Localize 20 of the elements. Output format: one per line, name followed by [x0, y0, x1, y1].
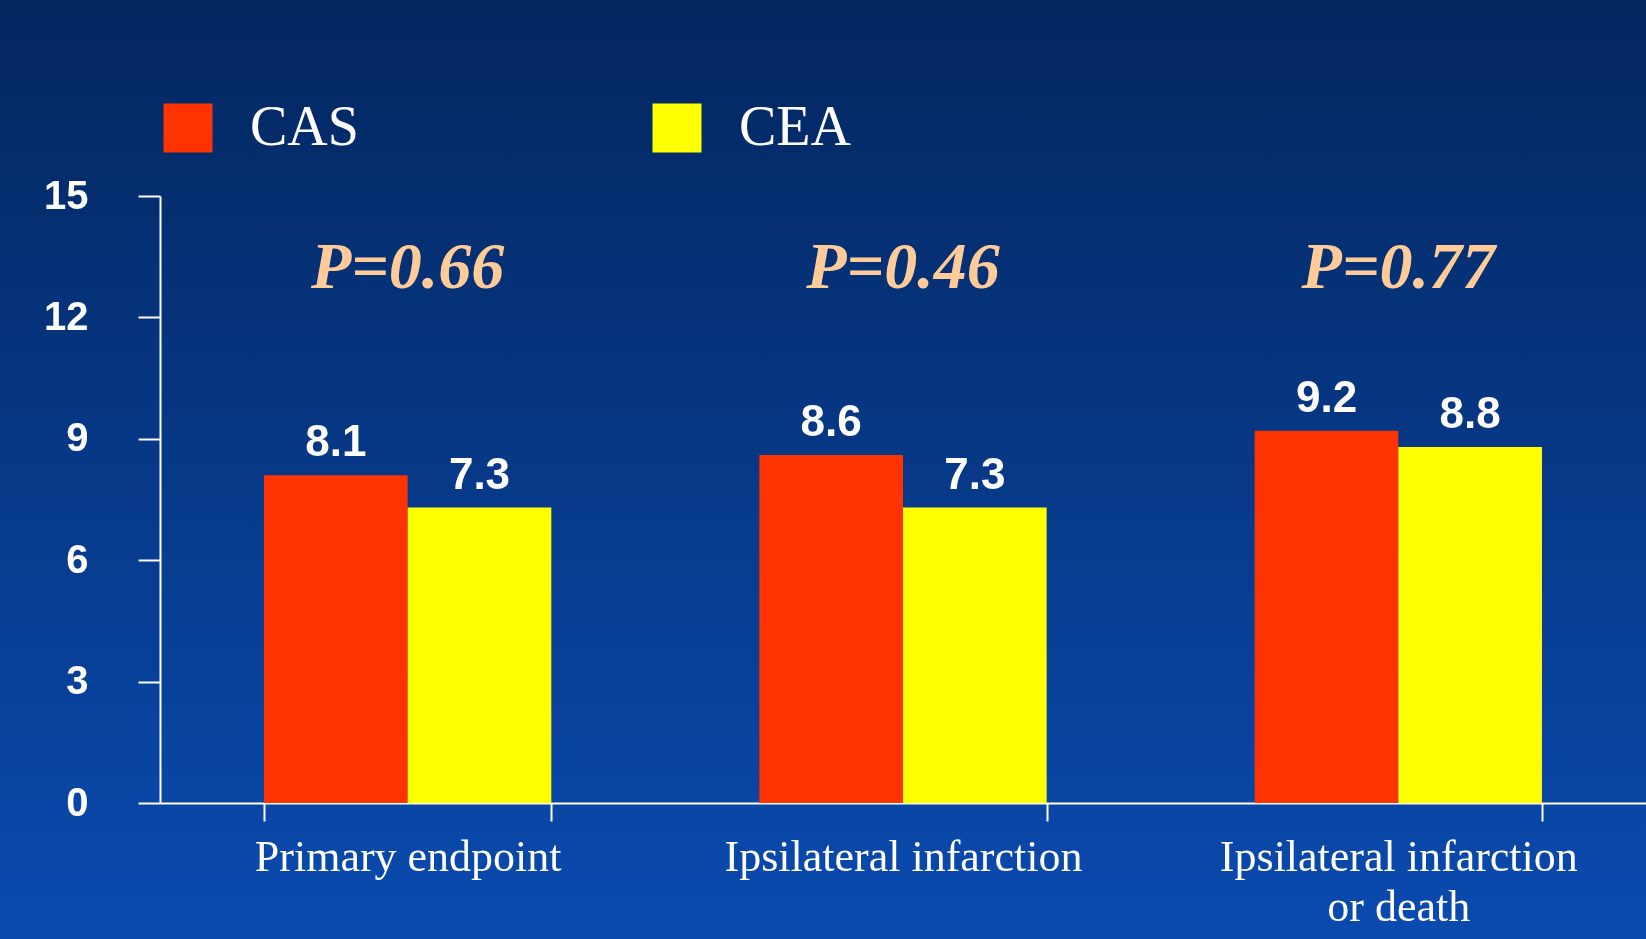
x-tick-label: Primary endpoint — [254, 831, 562, 881]
data-label: 7.3 — [944, 448, 1006, 498]
annotation: P=0.66 — [309, 229, 505, 302]
y-tick-label: 9 — [66, 415, 89, 460]
y-tick-label: 15 — [44, 172, 89, 217]
data-label: 9.2 — [1295, 371, 1358, 421]
data-label: 8.8 — [1439, 387, 1501, 437]
data-label: 8.1 — [305, 416, 367, 466]
legend-label: CEA — [739, 95, 852, 157]
data-label: 8.6 — [800, 395, 862, 445]
data-label: 7.3 — [448, 448, 511, 498]
y-tick-label: 3 — [66, 658, 89, 703]
y-tick-label: 0 — [66, 779, 89, 824]
y-tick-label: 6 — [66, 536, 89, 581]
annotation: P=0.77 — [1300, 229, 1499, 302]
x-tick-label: Ipsilateral infarction — [724, 831, 1083, 881]
legend-label: CAS — [250, 95, 359, 157]
x-tick-label: Ipsilateral infarction or death — [1219, 831, 1578, 931]
y-tick-label: 12 — [44, 293, 89, 338]
annotation: P=0.46 — [805, 229, 1000, 302]
